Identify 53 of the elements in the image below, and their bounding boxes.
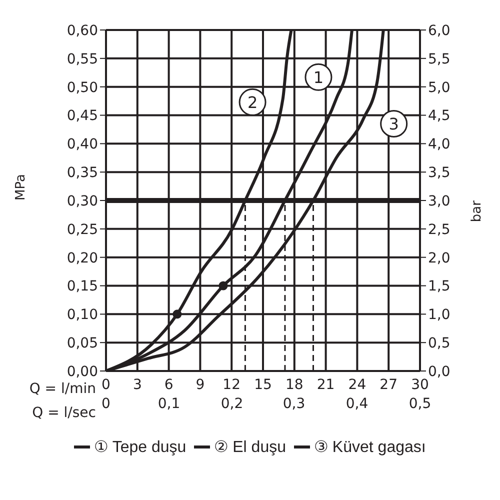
- y-tick-label: 0,05: [66, 336, 98, 352]
- x-tick-label: 18: [285, 376, 304, 393]
- y2-axis-title: bar: [470, 200, 485, 222]
- x2-tick-label: 0,4: [346, 396, 368, 412]
- legend-label: ① Tepe duşu: [94, 438, 186, 457]
- y-tick-label: 0,55: [66, 51, 98, 68]
- y2-tick-label: 0,5: [428, 336, 450, 352]
- x-tick-label: 12: [222, 376, 241, 393]
- y2-tick-label: 3,0: [428, 193, 450, 210]
- y-tick-label: 0,35: [66, 165, 98, 182]
- x2-tick-label: 0,1: [158, 396, 180, 412]
- x-tick-label: 3: [132, 376, 142, 393]
- y2-tick-label: 1,5: [428, 278, 450, 295]
- x-tick-label: 0: [102, 376, 110, 393]
- x2-axis-title: Q = l/sec: [32, 405, 96, 421]
- legend-label: ③ Küvet gagası: [314, 438, 426, 457]
- y-axis-title: MPa: [14, 174, 29, 200]
- y2-tick-label: 2,0: [428, 250, 450, 266]
- y2-tick-label: 1,0: [428, 307, 450, 324]
- y-tick-label: 0,60: [66, 22, 98, 39]
- x-tick-label: 27: [380, 376, 398, 393]
- x-tick-label: 6: [164, 376, 174, 393]
- y-tick-label: 0,40: [66, 136, 98, 153]
- legend-label: ② El duşu: [214, 438, 286, 457]
- x-tick-label: 30: [411, 376, 429, 393]
- x-tick-label: 24: [348, 376, 366, 393]
- x2-tick-label: 0,2: [220, 396, 243, 412]
- y-tick-label: 0,00: [66, 364, 98, 380]
- x2-tick-label: 0,3: [283, 396, 306, 412]
- y-tick-label: 0,50: [66, 80, 98, 96]
- x-tick-label: 9: [196, 376, 205, 393]
- y-tick-label: 0,20: [66, 250, 98, 266]
- y-tick-label: 0,10: [66, 307, 98, 324]
- x-axis-title: Q = l/min: [29, 381, 96, 397]
- annotation: 1: [313, 68, 324, 87]
- y-tick-label: 0,45: [66, 108, 98, 124]
- x-tick-label: 21: [316, 376, 335, 393]
- y-tick-label: 0,25: [66, 222, 98, 238]
- annotation: 2: [247, 92, 258, 112]
- y-tick-label: 0,30: [66, 193, 98, 210]
- y2-tick-label: 0,0: [428, 364, 450, 380]
- y2-tick-label: 2,5: [428, 222, 450, 238]
- y2-tick-label: 5,0: [428, 80, 450, 96]
- y2-tick-label: 4,0: [428, 136, 450, 153]
- annotation: 3: [388, 114, 399, 134]
- y2-tick-label: 6,0: [428, 22, 450, 39]
- y2-tick-label: 5,5: [428, 51, 450, 68]
- x2-tick-label: 0: [102, 396, 110, 412]
- y-tick-label: 0,15: [66, 278, 98, 295]
- y2-tick-label: 3,5: [428, 165, 450, 182]
- x-tick-label: 15: [254, 376, 272, 393]
- y2-tick-label: 4,5: [428, 108, 450, 124]
- x2-tick-label: 0,5: [408, 396, 432, 412]
